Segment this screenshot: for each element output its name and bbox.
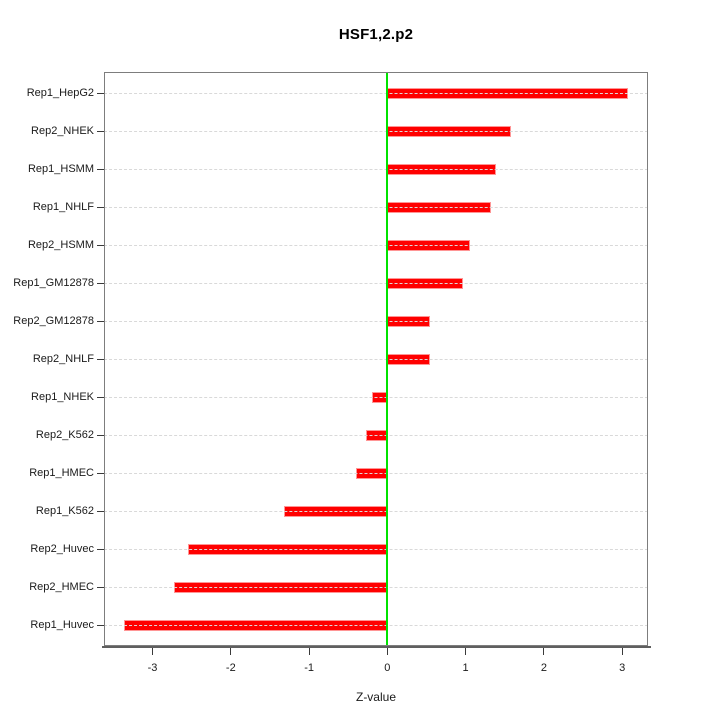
x-axis-tick: [308, 648, 310, 655]
x-axis-tick: [230, 648, 232, 655]
y-axis-tick: [97, 93, 104, 94]
x-axis-tick-label: 1: [462, 662, 469, 674]
gridline: [104, 321, 648, 322]
y-axis-label: Rep2_HSMM: [27, 239, 94, 251]
x-axis-title: Z-value: [355, 690, 396, 704]
y-axis-tick: [97, 397, 104, 398]
y-axis-label: Rep1_NHLF: [32, 201, 94, 213]
y-axis-tick: [97, 549, 104, 550]
y-axis-tick: [97, 587, 104, 588]
x-axis-tick: [465, 648, 467, 655]
y-axis-label: Rep1_GM12878: [13, 277, 94, 289]
x-axis-tick: [386, 648, 388, 655]
y-axis-tick: [97, 169, 104, 170]
gridline: [104, 435, 648, 436]
y-axis-label: Rep2_K562: [35, 429, 94, 441]
y-axis-label: Rep1_HepG2: [26, 87, 94, 99]
y-axis-label: Rep2_NHEK: [31, 125, 94, 137]
x-axis-tick: [621, 648, 623, 655]
y-axis-tick: [97, 511, 104, 512]
y-axis-tick: [97, 321, 104, 322]
plot-area: Rep1_HepG2 Rep2_NHEK Rep1_HSMM Rep1_NHLF Rep…: [13, 72, 651, 674]
x-axis-tick: [152, 648, 153, 655]
gridline: [104, 245, 648, 246]
x-axis-tick-label: 0: [384, 662, 391, 674]
gridline: [104, 473, 648, 474]
y-axis-tick: [97, 473, 104, 474]
x-axis-tick-label: -2: [225, 662, 236, 674]
gridline: [104, 511, 648, 512]
gridline: [104, 169, 648, 170]
y-axis-label: Rep1_HSMM: [27, 163, 94, 175]
y-axis-tick: [97, 131, 104, 132]
y-axis-label: Rep2_HMEC: [29, 581, 94, 593]
gridline: [104, 587, 648, 588]
x-axis-line: [102, 646, 651, 648]
gridline: [104, 283, 648, 284]
y-axis-tick: [97, 625, 104, 626]
y-axis-tick: [97, 359, 104, 360]
x-axis-tick: [543, 648, 545, 655]
y-axis-tick: [97, 245, 104, 246]
chart-title: HSF1,2.p2: [338, 26, 414, 43]
x-axis-tick-label: -1: [304, 662, 314, 674]
gridline: [104, 207, 648, 208]
y-axis-label: Rep2_GM12878: [13, 315, 94, 327]
y-axis-label: Rep1_Huvec: [30, 619, 94, 631]
gridline: [104, 549, 648, 550]
x-axis-tick-label: 2: [540, 662, 547, 674]
gridline: [104, 93, 648, 94]
y-axis-label: Rep1_NHEK: [31, 391, 94, 403]
y-axis-label: Rep1_K562: [35, 505, 94, 517]
gridline: [104, 397, 648, 398]
zero-reference-line: [386, 72, 389, 646]
x-axis-tick-label: 3: [619, 662, 626, 674]
gridline: [104, 359, 648, 360]
y-axis-label: Rep1_HMEC: [29, 467, 94, 479]
gridline: [104, 131, 648, 132]
y-axis-tick: [97, 435, 104, 436]
x-axis-tick-label: -3: [147, 662, 158, 674]
gridline: [104, 625, 648, 626]
y-axis-label: Rep2_Huvec: [30, 543, 94, 555]
y-axis-label: Rep2_NHLF: [32, 353, 94, 365]
y-axis-tick: [97, 283, 104, 284]
y-axis-tick: [97, 207, 104, 208]
